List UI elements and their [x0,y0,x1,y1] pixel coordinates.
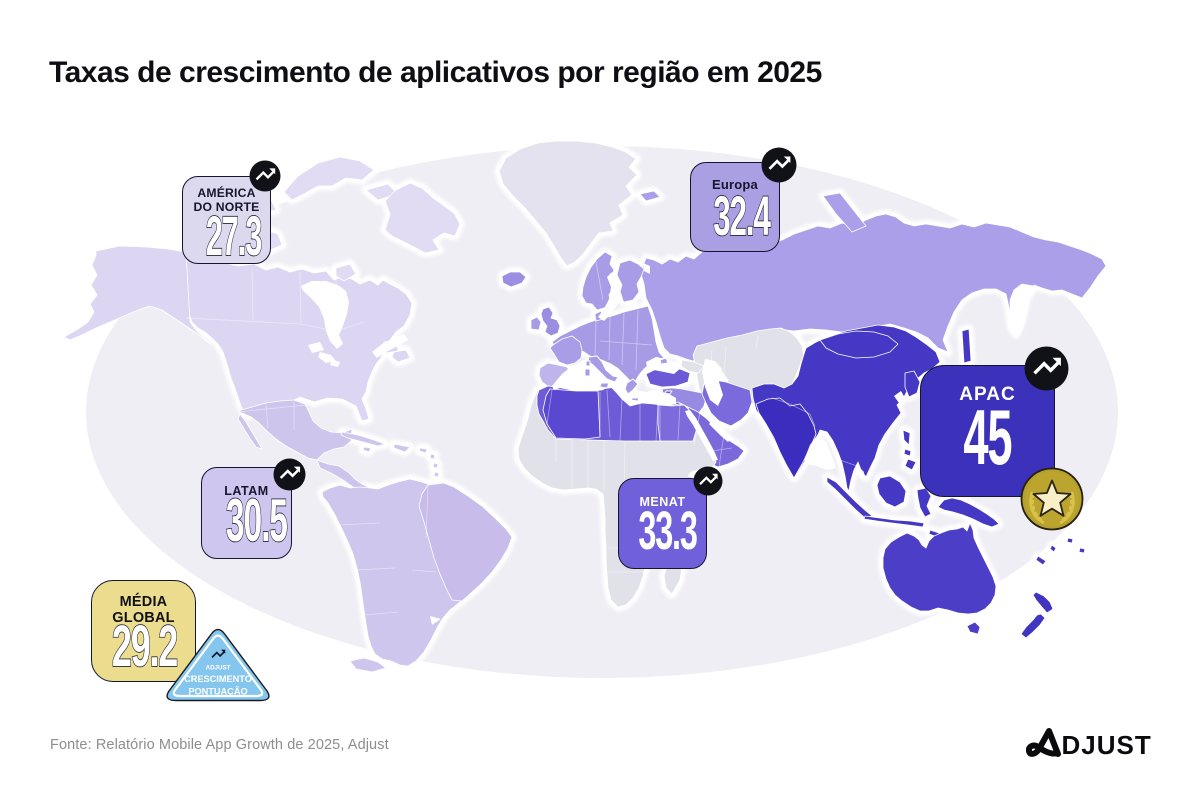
svg-text:CRESCIMENTO: CRESCIMENTO [184,674,252,684]
svg-text:DJUST: DJUST [1062,730,1152,760]
svg-text:PONTUAÇÃO: PONTUAÇÃO [188,687,247,697]
svg-text:ADJUST: ADJUST [206,665,231,672]
